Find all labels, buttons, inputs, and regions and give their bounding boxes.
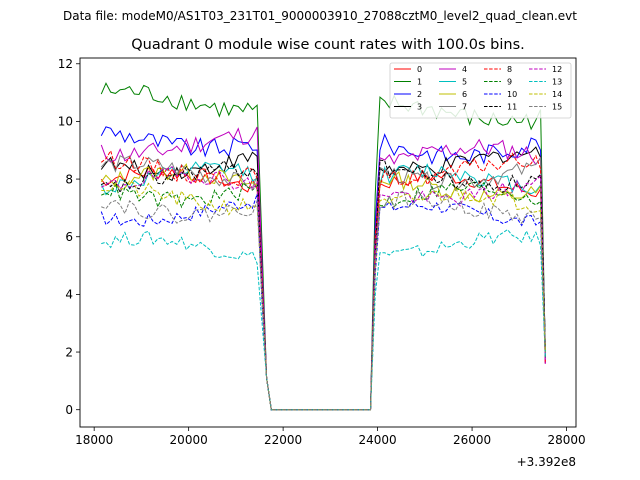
legend-label-7: 7	[462, 103, 467, 112]
legend-frame	[389, 62, 572, 119]
series-line-12	[101, 166, 546, 411]
x-tick-label: 20000	[170, 433, 208, 447]
legend-label-6: 6	[462, 90, 467, 99]
legend-label-14: 14	[552, 90, 562, 99]
legend-label-12: 12	[552, 65, 562, 74]
series-line-15	[101, 189, 546, 411]
y-axis: 0 2 4 6 8 10 12	[58, 57, 80, 417]
legend-label-8: 8	[507, 65, 512, 74]
y-tick-label: 4	[65, 288, 73, 302]
legend-label-2: 2	[417, 90, 422, 99]
legend-label-9: 9	[507, 78, 512, 87]
legend-label-10: 10	[507, 90, 517, 99]
plot-frame	[79, 57, 577, 428]
legend-label-4: 4	[462, 65, 467, 74]
series-line-9	[101, 181, 546, 411]
x-tick-label: 24000	[359, 433, 397, 447]
series-line-13	[101, 228, 546, 411]
legend-label-15: 15	[552, 103, 562, 112]
series-line-5	[100, 161, 546, 411]
legend-label-13: 13	[552, 78, 562, 87]
y-tick-label: 8	[65, 172, 73, 186]
legend-label-11: 11	[507, 103, 517, 112]
y-tick-label: 10	[58, 115, 73, 129]
legend-label-1: 1	[417, 78, 422, 87]
series-layer	[100, 82, 546, 411]
x-offset-label: +3.392e8	[517, 455, 576, 469]
series-line-0	[100, 167, 546, 411]
y-tick-label: 2	[65, 345, 73, 359]
y-tick-label: 6	[65, 230, 73, 244]
x-tick-label: 18000	[75, 433, 113, 447]
x-tick-label: 28000	[547, 433, 585, 447]
series-line-11	[101, 159, 546, 411]
x-axis: 18000 20000 22000 24000 26000 28000	[75, 427, 586, 447]
series-line-6	[100, 163, 546, 411]
chart-title: Quadrant 0 module wise count rates with …	[131, 37, 525, 53]
series-line-10	[100, 193, 546, 411]
series-line-14	[101, 180, 546, 411]
y-tick-label: 12	[58, 57, 73, 71]
legend-label-5: 5	[462, 78, 467, 87]
x-tick-label: 22000	[264, 433, 302, 447]
legend-label-3: 3	[417, 103, 422, 112]
series-line-1	[100, 82, 546, 411]
y-tick-label: 0	[65, 403, 73, 417]
x-tick-label: 26000	[453, 433, 491, 447]
series-line-3	[100, 146, 546, 411]
chart-suptitle: Data file: modeM0/AS1T03_231T01_90000039…	[63, 9, 577, 23]
legend-label-0: 0	[417, 65, 422, 74]
series-line-7	[100, 155, 546, 411]
